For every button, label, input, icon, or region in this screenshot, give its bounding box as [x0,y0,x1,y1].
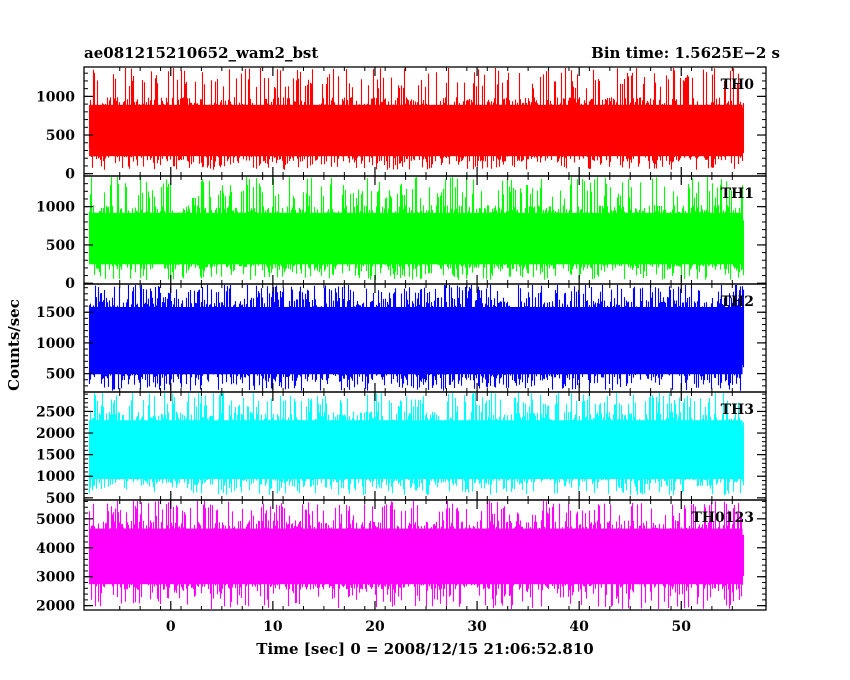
series-band-th0123 [89,528,743,585]
panel-label-th2: TH2 [721,294,754,310]
y-tick-label: 2000 [36,599,75,615]
y-tick-label: 1000 [36,89,75,105]
y-tick-label: 2500 [36,404,75,420]
y-tick-label: 4000 [36,541,75,557]
y-tick-label: 500 [46,128,75,144]
panel-label-th1: TH1 [721,186,754,202]
panel-label-th0: TH0 [721,77,755,93]
panel-label-th0123: TH0123 [691,510,754,526]
y-tick-label: 500 [46,238,75,254]
series-band-th3 [89,420,743,480]
x-tick-label: 10 [263,619,283,635]
panel-label-th3: TH3 [721,402,754,418]
x-tick-label: 30 [467,619,487,635]
y-tick-label: 3000 [36,570,75,586]
bin-time-label: Bin time: 1.5625E−2 s [591,44,780,62]
plot-title: ae081215210652_wam2_bst [84,44,319,62]
y-tick-label: 1000 [36,336,75,352]
panel-frame-th0123 [83,499,767,611]
y-tick-label: 0 [65,167,75,183]
series-band-th2 [89,306,743,375]
x-axis-label: Time [sec] 0 = 2008/12/15 21:06:52.810 [256,640,594,658]
y-tick-label: 500 [46,491,75,507]
y-axis-label: Counts/sec [5,299,23,391]
y-tick-label: 1500 [36,305,75,321]
x-tick-label: 50 [672,619,692,635]
x-tick-label: 0 [166,619,176,635]
x-tick-label: 40 [569,619,589,635]
y-tick-label: 5000 [36,512,75,528]
y-tick-label: 1500 [36,448,75,464]
x-tick-label: 20 [365,619,385,635]
series-band-th1 [89,212,743,265]
y-tick-label: 500 [46,367,75,383]
y-tick-label: 1000 [36,200,75,216]
y-tick-label: 0 [65,276,75,292]
y-tick-label: 2000 [36,426,75,442]
series-band-th0 [89,104,743,157]
y-tick-label: 1000 [36,469,75,485]
